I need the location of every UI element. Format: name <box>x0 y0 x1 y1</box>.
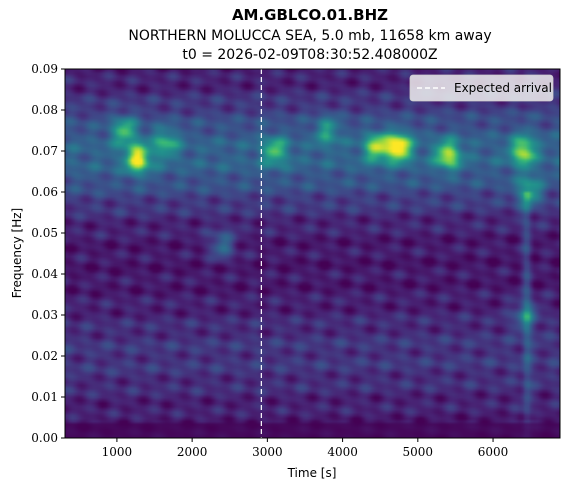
y-tick-label: 0.08 <box>31 103 58 117</box>
y-tick-label: 0.01 <box>31 390 58 404</box>
x-tick-label: 1000 <box>102 445 133 459</box>
x-tick-label: 2000 <box>177 445 208 459</box>
legend: Expected arrival <box>409 74 554 102</box>
spectrogram-image <box>65 69 560 438</box>
x-axis-ticks: 1000 2000 3000 4000 5000 6000 <box>102 438 509 459</box>
x-axis-label: Time [s] <box>287 466 337 480</box>
y-tick-label: 0.07 <box>31 144 58 158</box>
x-tick-label: 4000 <box>327 445 358 459</box>
y-axis-ticks: 0.00 0.01 0.02 0.03 0.04 0.05 0.06 0.07 0.08 0.09 <box>31 62 65 445</box>
legend-box <box>409 74 554 102</box>
chart-subtitle-time: t0 = 2026-02-09T08:30:52.408000Z <box>182 47 437 63</box>
y-tick-label: 0.06 <box>31 185 58 199</box>
chart-title: AM.GBLCO.01.BHZ <box>232 6 388 24</box>
y-tick-label: 0.09 <box>31 62 58 76</box>
y-tick-label: 0.03 <box>31 308 58 322</box>
y-tick-label: 0.02 <box>31 349 58 363</box>
legend-label-expected-arrival: Expected arrival <box>454 81 552 95</box>
plot-frame <box>64 68 561 439</box>
y-tick-label: 0.05 <box>31 226 58 240</box>
x-tick-label: 6000 <box>478 445 509 459</box>
x-tick-label: 3000 <box>252 445 283 459</box>
y-tick-label: 0.04 <box>31 267 58 281</box>
chart-subtitle: NORTHERN MOLUCCA SEA, 5.0 mb, 11658 km a… <box>128 28 491 44</box>
plot-area <box>64 68 561 439</box>
y-axis-label: Frequency [Hz] <box>10 208 24 299</box>
x-tick-label: 5000 <box>403 445 434 459</box>
y-tick-label: 0.00 <box>31 431 58 445</box>
